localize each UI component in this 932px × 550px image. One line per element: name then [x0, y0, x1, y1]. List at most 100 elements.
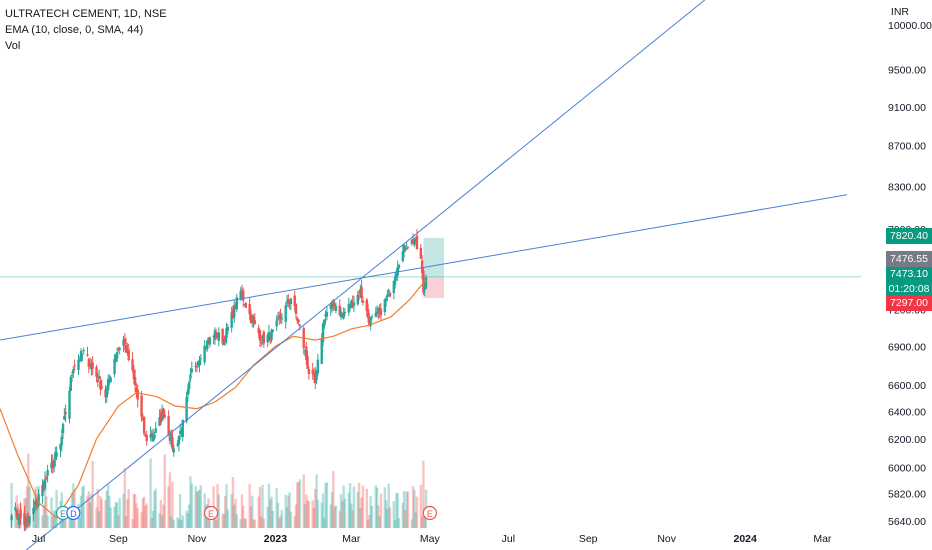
- volume-bar: [141, 498, 145, 528]
- candle-body: [294, 303, 298, 315]
- candle-body: [260, 342, 263, 344]
- volume-bar: [244, 518, 248, 528]
- last-close-tag: 7476.55: [886, 251, 932, 267]
- candle-body: [42, 480, 45, 491]
- candle-body: [262, 331, 266, 344]
- ema-legend[interactable]: EMA (10, close, 0, SMA, 44): [5, 24, 144, 36]
- volume-bar: [278, 518, 281, 528]
- volume-bar: [370, 506, 374, 528]
- candle-body: [213, 330, 217, 340]
- candle-body: [333, 303, 336, 307]
- candle-body: [24, 520, 27, 527]
- volume-bar: [215, 519, 218, 528]
- candle-body: [402, 245, 406, 253]
- volume-bar: [27, 453, 30, 528]
- candle-body: [168, 436, 172, 441]
- candle-body: [378, 307, 381, 313]
- candle-body: [51, 460, 54, 469]
- candle-body: [414, 239, 417, 242]
- candle-body: [99, 380, 102, 390]
- volume-bar: [208, 518, 211, 528]
- candle-body: [162, 408, 165, 417]
- candle-body: [177, 436, 181, 445]
- volume-bar: [262, 518, 266, 528]
- volume-bar: [86, 495, 89, 528]
- price-tick: 6400.00: [888, 406, 926, 418]
- volume-bar: [387, 483, 390, 528]
- candle-body: [405, 248, 408, 250]
- currency-label[interactable]: INR: [890, 6, 909, 18]
- volume-bar: [123, 467, 127, 528]
- candle-body: [347, 304, 350, 313]
- candle-body: [342, 313, 345, 319]
- event-marker[interactable]: E: [203, 505, 219, 521]
- volume-bar: [258, 486, 262, 528]
- candle-body: [357, 295, 361, 297]
- candle-body: [374, 312, 378, 317]
- volume-bar: [150, 517, 154, 528]
- volume-bar: [230, 494, 233, 528]
- volume-bar: [136, 508, 139, 528]
- candles: [10, 229, 428, 532]
- candle-body: [163, 414, 166, 418]
- volume-bar: [384, 500, 388, 528]
- candle-body: [118, 348, 121, 350]
- volume-bar: [378, 516, 381, 528]
- volume-bar: [189, 476, 192, 528]
- price-tick: 5640.00: [888, 516, 926, 528]
- candle-body: [77, 359, 80, 370]
- volume-bar: [261, 484, 264, 528]
- volume-bar: [108, 495, 111, 528]
- stop-price-tag: 7297.00: [886, 295, 932, 311]
- volume-bar: [279, 515, 282, 528]
- candle-body: [207, 337, 210, 342]
- volume-bar: [144, 505, 147, 528]
- event-marker[interactable]: D: [66, 505, 81, 521]
- candle-body: [153, 434, 156, 439]
- candle-body: [171, 437, 174, 449]
- volume-bar: [303, 503, 307, 528]
- candle-body: [231, 309, 235, 319]
- candle-body: [387, 290, 390, 292]
- price-tick: 10000.00: [888, 20, 932, 32]
- candle-body: [79, 350, 83, 362]
- volume-bar: [411, 486, 415, 528]
- volume-bar: [104, 500, 107, 528]
- time-tick: Nov: [188, 533, 207, 545]
- volume-bar: [342, 485, 345, 528]
- symbol-title[interactable]: ULTRATECH CEMENT, 1D, NSE: [5, 8, 167, 20]
- candle-body: [305, 346, 308, 360]
- candle-body: [28, 516, 31, 524]
- candle-body: [339, 311, 343, 318]
- candle-body: [419, 247, 423, 259]
- volume-bar: [420, 516, 424, 528]
- candle-body: [217, 332, 220, 342]
- volume-bar: [368, 514, 371, 528]
- candle-body: [406, 246, 410, 248]
- candle-body: [361, 300, 365, 303]
- price-tick: 6900.00: [888, 341, 926, 353]
- candle-body: [222, 340, 226, 346]
- volume-bar: [361, 485, 365, 528]
- volume-bar: [356, 491, 359, 528]
- event-marker[interactable]: E: [422, 505, 437, 521]
- volume-bar: [357, 482, 361, 528]
- candle-body: [298, 325, 302, 327]
- candle-body: [307, 369, 311, 374]
- candle-body: [105, 387, 109, 398]
- volume-bar: [178, 494, 182, 528]
- candle-body: [233, 305, 236, 318]
- candle-body: [230, 312, 233, 328]
- candle-body: [25, 518, 29, 522]
- volume-bar: [383, 487, 387, 528]
- volume-bar: [252, 519, 255, 528]
- volume-bar: [315, 474, 318, 528]
- candle-body: [395, 271, 398, 278]
- volume-legend[interactable]: Vol: [5, 40, 21, 52]
- candle-body: [320, 338, 323, 364]
- volume-bar: [132, 494, 136, 528]
- candle-body: [366, 309, 370, 319]
- volume-bar: [231, 476, 235, 528]
- volume-bar: [186, 513, 190, 528]
